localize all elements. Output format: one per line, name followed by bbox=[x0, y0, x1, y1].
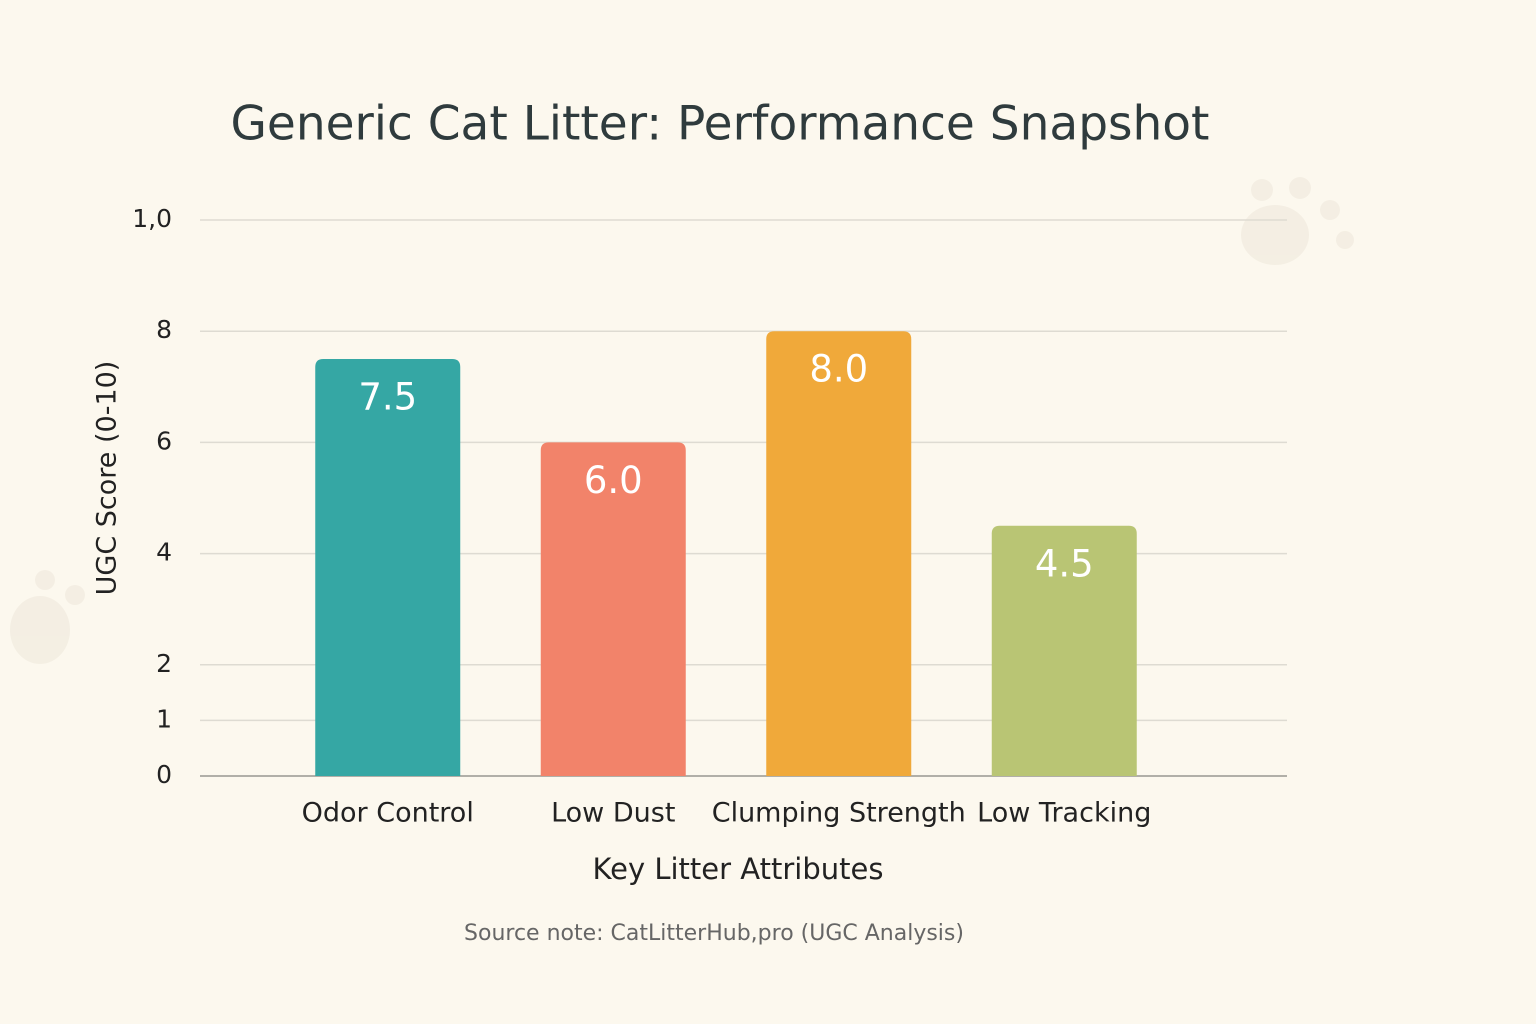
x-tick-label: Clumping Strength bbox=[712, 798, 966, 829]
y-tick-label: 1 bbox=[156, 704, 172, 733]
chart-title: Generic Cat Litter: Performance Snapshot bbox=[231, 97, 1210, 152]
y-axis-title: UGC Score (0-10) bbox=[92, 361, 123, 596]
y-tick-label: 6 bbox=[156, 426, 172, 455]
value-label: 8.0 bbox=[809, 348, 868, 391]
x-tick-label: Low Tracking bbox=[977, 798, 1151, 829]
paw-decoration bbox=[10, 177, 1354, 664]
bar bbox=[766, 331, 912, 776]
x-tick-label: Low Dust bbox=[551, 798, 675, 829]
x-tick-label: Odor Control bbox=[302, 798, 474, 829]
y-tick-label: 0 bbox=[156, 760, 172, 789]
value-label: 4.5 bbox=[1035, 542, 1094, 585]
y-tick-label: 8 bbox=[156, 315, 172, 344]
value-label: 7.5 bbox=[358, 376, 417, 419]
bar bbox=[540, 442, 686, 776]
value-label: 6.0 bbox=[584, 459, 643, 502]
bar bbox=[315, 359, 461, 776]
x-axis-title: Key Litter Attributes bbox=[593, 852, 884, 886]
y-tick-label: 1,0 bbox=[132, 204, 172, 233]
y-tick-label: 4 bbox=[156, 538, 172, 567]
y-tick-label: 2 bbox=[156, 649, 172, 678]
bar bbox=[991, 525, 1137, 776]
source-note: Source note: CatLitterHub,pro (UGC Analy… bbox=[464, 921, 964, 946]
